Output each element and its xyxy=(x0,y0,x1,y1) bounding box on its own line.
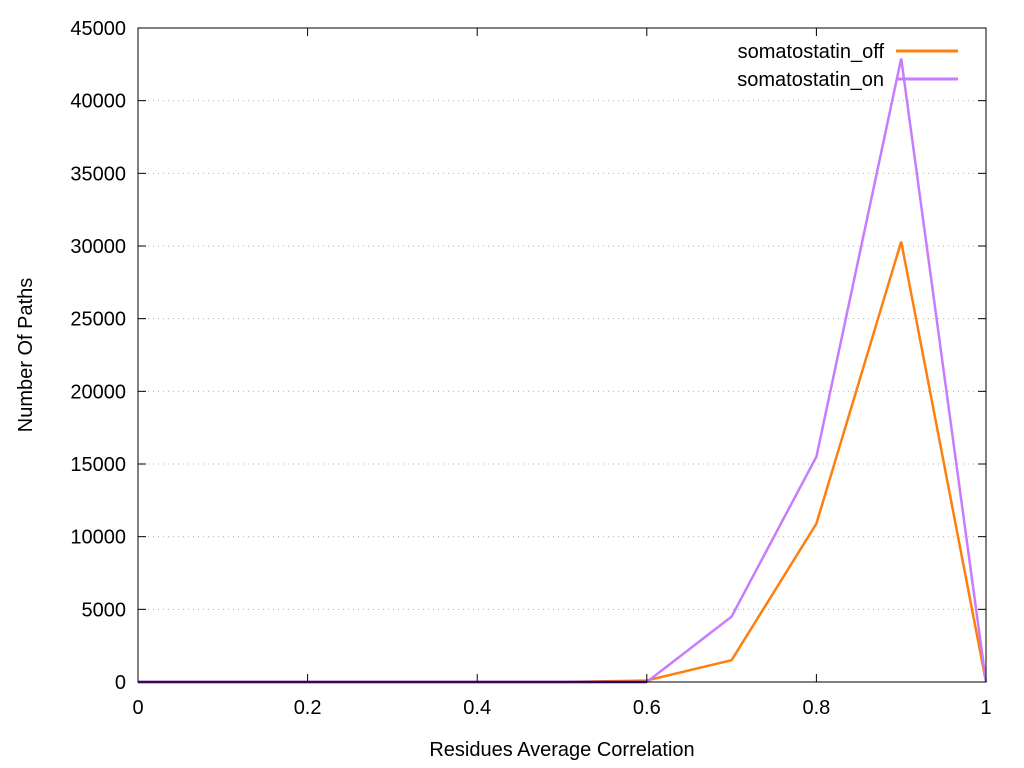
series-lines xyxy=(138,58,988,684)
x-tick-label: 1 xyxy=(980,697,991,719)
x-axis-title: Residues Average Correlation xyxy=(429,739,694,761)
x-tick-label: 0.4 xyxy=(463,697,491,719)
x-tick-label: 0.2 xyxy=(294,697,322,719)
legend-label-somatostatin-off: somatostatin_off xyxy=(738,41,885,63)
y-tick-label: 35000 xyxy=(70,163,126,185)
y-tick-label: 5000 xyxy=(82,599,127,621)
legend: somatostatin_off somatostatin_on xyxy=(737,41,958,91)
y-tick-label: 45000 xyxy=(70,18,126,40)
y-tick-label: 25000 xyxy=(70,309,126,331)
y-tick-label: 40000 xyxy=(70,91,126,113)
series-line-somatostatin-on xyxy=(138,58,988,684)
y-tick-label: 0 xyxy=(115,672,126,694)
y-tick-label: 15000 xyxy=(70,454,126,476)
axis-ticks xyxy=(137,27,987,683)
legend-label-somatostatin-on: somatostatin_on xyxy=(737,69,884,91)
x-tick-label: 0.6 xyxy=(633,697,661,719)
y-tick-label: 20000 xyxy=(70,381,126,403)
plot-frame xyxy=(137,27,987,683)
y-tick-label: 30000 xyxy=(70,236,126,258)
x-tick-label: 0 xyxy=(132,697,143,719)
tick-labels: 0 5000 10000 15000 20000 25000 30000 35000 40000… xyxy=(70,18,991,719)
grid-lines xyxy=(138,100,986,610)
x-tick-label: 0.8 xyxy=(802,697,830,719)
series-line-somatostatin-off xyxy=(138,241,988,684)
y-tick-label: 10000 xyxy=(70,527,126,549)
y-axis-title: Number Of Paths xyxy=(15,278,37,433)
